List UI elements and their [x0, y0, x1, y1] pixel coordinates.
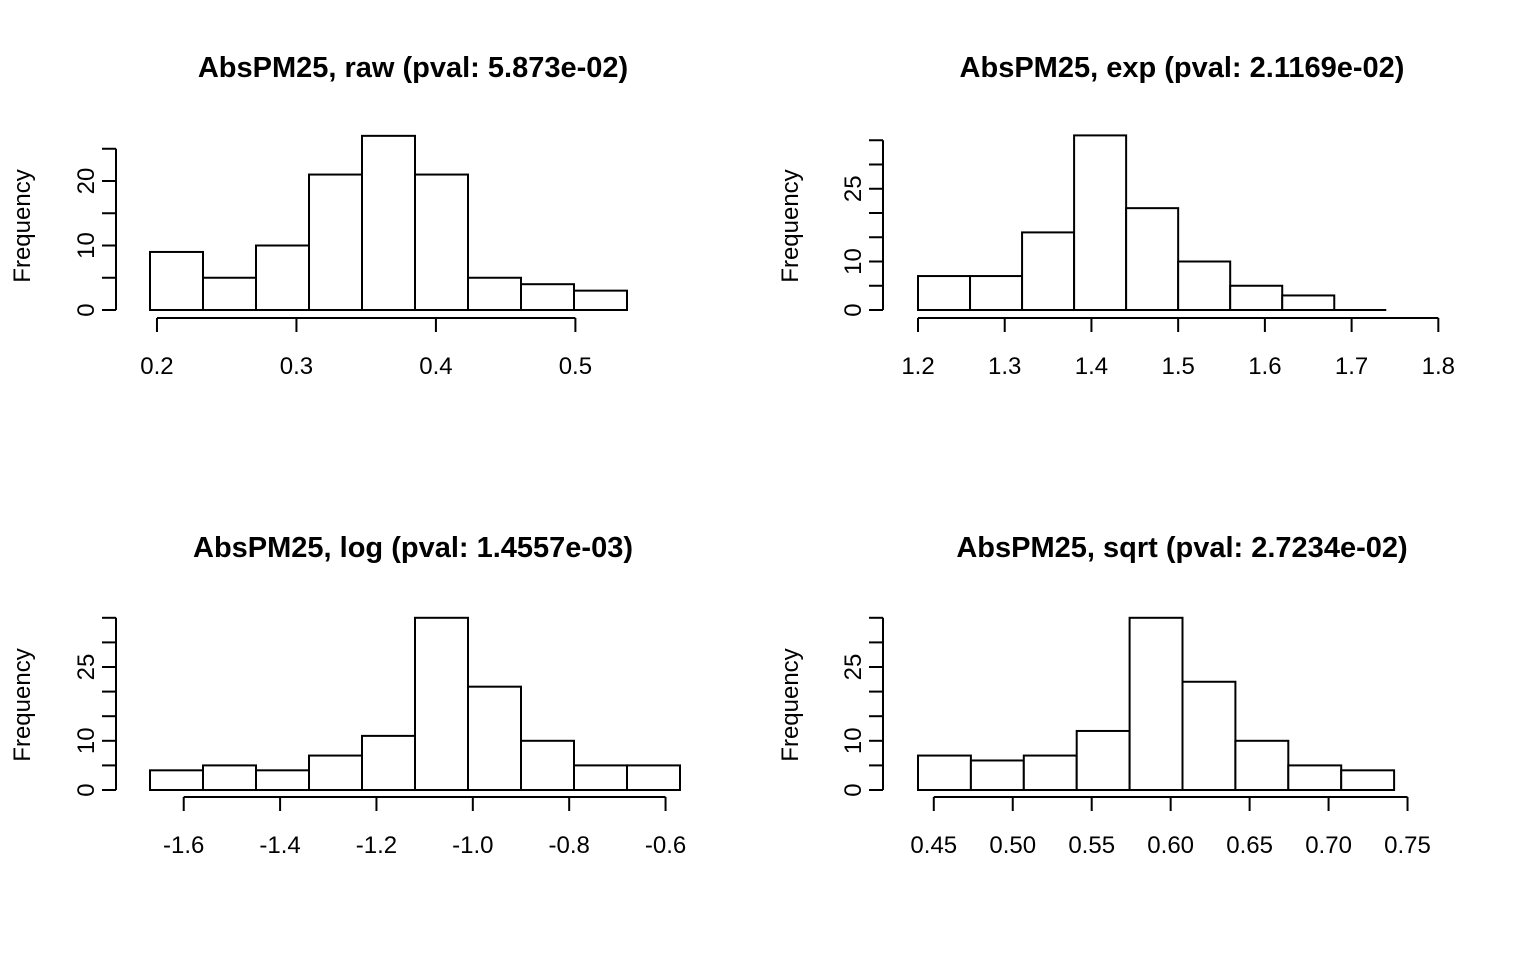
x-tick-label: 0.5 — [559, 353, 592, 380]
histogram-bar — [361, 734, 416, 792]
histogram-panel-4: AbsPM25, sqrt (pval: 2.7234e-02) Frequenc… — [777, 532, 1431, 859]
histogram-bar — [1021, 231, 1076, 311]
x-tick-label: 1.4 — [1075, 353, 1108, 380]
x-tick-label: 0.70 — [1305, 832, 1352, 859]
histogram-bar — [520, 283, 575, 312]
y-tick-label: 20 — [73, 168, 100, 195]
histogram-bar — [969, 759, 1025, 791]
panel-title: AbsPM25, exp (pval: 2.1169e-02) — [960, 52, 1405, 84]
histogram-bar — [414, 173, 469, 311]
x-tick-label: 0.2 — [140, 353, 173, 380]
histogram-bar — [1022, 754, 1078, 791]
histogram-bar — [255, 244, 310, 311]
x-tick-label: 0.45 — [910, 832, 957, 859]
y-tick-label: 25 — [840, 175, 867, 202]
x-tick-label: 0.75 — [1384, 832, 1431, 859]
histogram-bar — [1075, 729, 1131, 792]
y-tick-label: 25 — [73, 654, 100, 681]
histogram-bar — [1281, 294, 1336, 312]
histogram-bar — [1287, 764, 1343, 792]
histogram-bar — [1181, 680, 1237, 792]
histogram-bar — [361, 134, 416, 311]
y-tick-label: 0 — [73, 303, 100, 316]
histogram-bar — [1128, 616, 1184, 791]
histogram-panel-1: AbsPM25, raw (pval: 5.873e-02) Frequency 0… — [9, 52, 628, 380]
histogram-bar — [1229, 284, 1284, 311]
x-tick-label: 1.2 — [901, 353, 934, 380]
x-tick-label: 0.4 — [419, 353, 452, 380]
x-tick-label: 1.3 — [988, 353, 1021, 380]
y-tick-label: 0 — [840, 303, 867, 316]
x-tick-label: 1.6 — [1248, 353, 1281, 380]
histogram-bar — [1177, 260, 1232, 311]
y-tick-label: 10 — [73, 727, 100, 754]
histogram-bar — [149, 769, 204, 792]
histogram-bar — [573, 289, 628, 311]
histogram-bar — [467, 276, 522, 311]
histogram-bar — [308, 173, 363, 311]
x-tick-label: 1.7 — [1335, 353, 1368, 380]
x-tick-label: -1.2 — [356, 832, 397, 859]
x-tick-label: 0.50 — [989, 832, 1036, 859]
x-tick-label: -0.6 — [645, 832, 686, 859]
y-tick-label: 10 — [73, 232, 100, 259]
x-tick-label: -1.4 — [259, 832, 300, 859]
histogram-bar — [626, 764, 681, 792]
panel-title: AbsPM25, raw (pval: 5.873e-02) — [198, 52, 628, 84]
histogram-bar — [520, 739, 575, 791]
y-tick-label: 10 — [840, 727, 867, 754]
y-tick-label: 0 — [73, 783, 100, 796]
histogram-bar — [969, 275, 1024, 311]
panel-title: AbsPM25, log (pval: 1.4557e-03) — [193, 532, 633, 564]
histogram-bar — [917, 754, 972, 791]
x-tick-label: -0.8 — [549, 832, 590, 859]
x-tick-label: 1.5 — [1161, 353, 1194, 380]
y-axis-label: Frequency — [9, 648, 36, 761]
histogram-bar — [917, 275, 972, 311]
histogram-bar — [414, 616, 469, 791]
histogram-bar — [308, 754, 363, 791]
y-axis-label: Frequency — [9, 169, 36, 282]
x-tick-label: 0.65 — [1226, 832, 1273, 859]
panel-title: AbsPM25, sqrt (pval: 2.7234e-02) — [956, 532, 1407, 564]
histogram-bar — [1340, 769, 1396, 792]
y-axis-label: Frequency — [777, 169, 804, 282]
histogram-bar — [1125, 207, 1180, 311]
y-tick-label: 0 — [840, 783, 867, 796]
x-tick-label: 0.3 — [280, 353, 313, 380]
histogram-bar — [202, 276, 257, 311]
y-tick-label: 10 — [840, 248, 867, 275]
x-tick-label: 1.8 — [1422, 353, 1455, 380]
x-tick-label: 0.60 — [1147, 832, 1194, 859]
x-tick-label: -1.6 — [163, 832, 204, 859]
histogram-bar — [255, 769, 310, 792]
y-axis-label: Frequency — [777, 648, 804, 761]
histogram-bar — [467, 685, 522, 791]
histogram-bar — [1073, 134, 1128, 311]
histogram-bar — [149, 250, 204, 311]
histogram-panel-3: AbsPM25, log (pval: 1.4557e-03) Frequency… — [9, 532, 686, 859]
x-tick-label: 0.55 — [1068, 832, 1115, 859]
histogram-bar — [1234, 739, 1290, 791]
histogram-bar — [202, 764, 257, 792]
histogram-panel-2: AbsPM25, exp (pval: 2.1169e-02) Frequency… — [777, 52, 1455, 380]
y-tick-label: 25 — [840, 654, 867, 681]
x-tick-label: -1.0 — [452, 832, 493, 859]
histogram-bar — [573, 764, 628, 792]
